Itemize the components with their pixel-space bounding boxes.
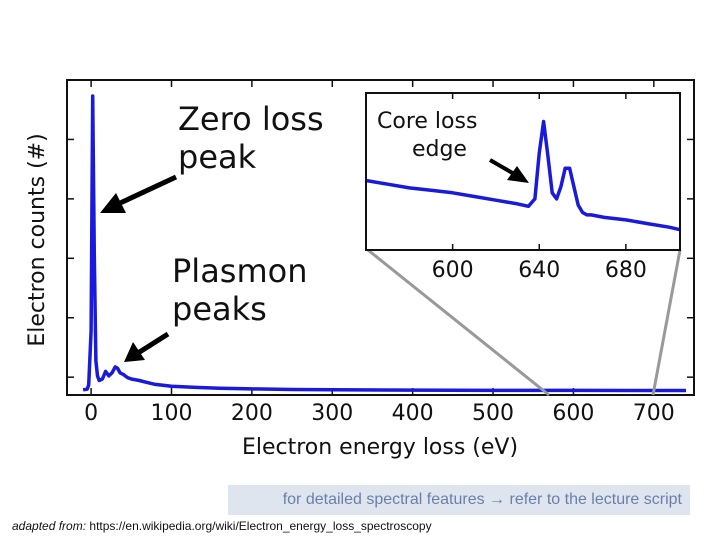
x-tick-label: 100 (151, 401, 193, 426)
y-axis-label: Electron counts (#) (25, 133, 50, 346)
source-prefix: adapted from: (12, 519, 87, 533)
y-axis-ticks (67, 138, 694, 378)
x-tick-label: 200 (231, 401, 273, 426)
inset-x-tick-label: 600 (432, 258, 474, 283)
core-loss-arrow (489, 158, 529, 183)
x-tick-label: 600 (552, 401, 594, 426)
x-tick-label: 500 (472, 401, 514, 426)
lecture-note-box: for detailed spectral features → refer t… (228, 485, 690, 515)
inset-x-tick-label: 680 (605, 258, 647, 283)
plasmon-arrow (124, 331, 170, 362)
x-tick-label: 300 (311, 401, 353, 426)
zoom-connector-left (367, 248, 550, 397)
inset-x-tick-labels: 600 640 680 (432, 258, 647, 283)
inset-frame (365, 92, 681, 251)
zoom-connector-right (651, 249, 682, 396)
x-tick-label: 0 (84, 401, 98, 426)
x-tick-label: 700 (633, 401, 675, 426)
zero-loss-arrow (100, 174, 178, 213)
annotation-plasmon-peaks: Plasmon peaks (172, 252, 318, 328)
x-tick-label: 400 (392, 401, 434, 426)
main-spectrum-line (82, 94, 686, 393)
source-citation: adapted from: https://en.wikipedia.org/w… (12, 519, 432, 533)
x-axis-label: Electron energy loss (eV) (242, 435, 518, 460)
annotation-zero-loss-peak: Zero loss peak (178, 100, 334, 176)
inset-x-tick-label: 640 (518, 258, 560, 283)
inset-annotation-core-loss-edge: Core loss edge (377, 109, 484, 162)
inset-background (366, 93, 680, 250)
x-axis-tick-labels: 0 100 200 300 400 500 600 700 (84, 401, 675, 426)
inset-spectrum-line (365, 119, 681, 232)
main-plot-frame (66, 79, 695, 396)
source-url: https://en.wikipedia.org/wiki/Electron_e… (89, 519, 432, 533)
